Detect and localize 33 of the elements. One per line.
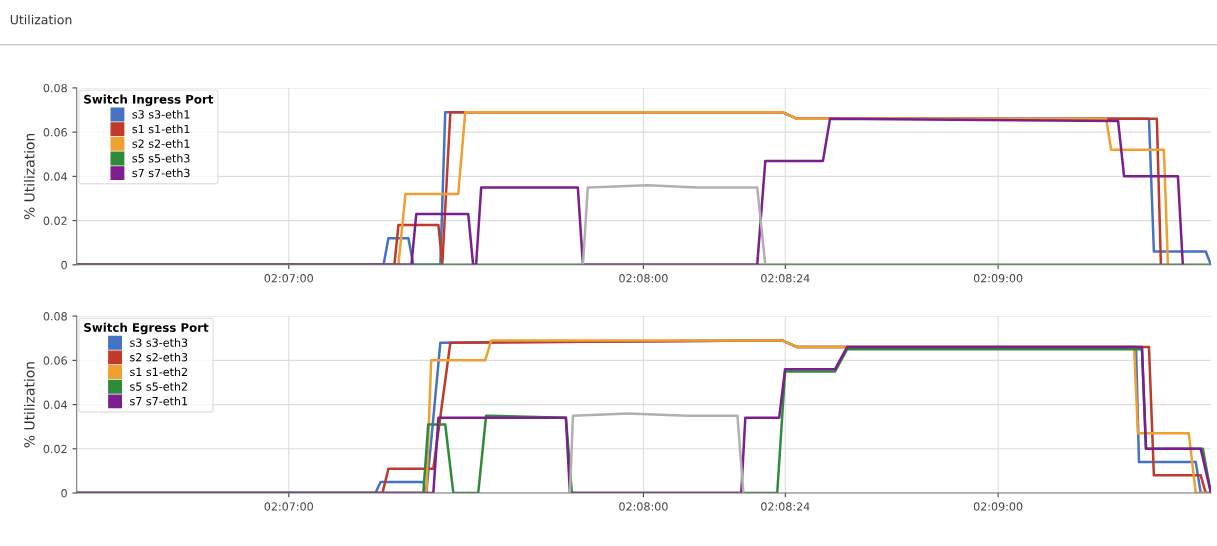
legend-label: s5 s5-eth2 [130,382,187,391]
legend-label: s1 s1-eth1 [132,124,190,134]
x-tick-label: 02:07:00 [264,274,313,283]
x-tick-label: 02:08:00 [619,274,668,283]
y-tick-label: 0 [61,260,67,270]
y-tick-label: 0.06 [43,356,67,365]
x-tick-label: 02:08:24 [761,274,810,283]
legend-title: Switch Egress Port [84,322,209,335]
y-tick-label: 0.04 [43,172,68,181]
legend-label: s1 s1-eth2 [130,367,187,377]
x-tick-label: 02:07:00 [264,502,313,511]
legend-title: Switch Ingress Port [84,94,214,107]
y-tick-label: 0.06 [43,128,67,137]
y-axis-title: % Utilization [23,133,35,220]
legend-label: s5 s5-eth3 [132,153,190,163]
y-axis-title: % Utilization [23,362,35,448]
y-tick-label: 0.02 [43,444,67,454]
legend-label: s3 s3-eth1 [132,109,190,119]
legend-label: s2 s2-eth1 [132,139,190,148]
x-tick-label: 02:08:24 [761,502,810,511]
y-tick-label: 0 [61,489,67,498]
legend-label: s3 s3-eth3 [130,338,188,347]
x-tick-label: 02:08:00 [619,502,668,511]
legend-label: s7 s7-eth1 [130,396,188,406]
legend-label: s7 s7-eth3 [132,168,190,178]
chart-title: Utilization [10,14,72,25]
y-tick-label: 0.04 [43,400,68,409]
y-tick-label: 0.08 [43,83,67,93]
x-tick-label: 02:09:00 [973,502,1023,511]
y-tick-label: 0.02 [43,216,67,225]
legend-label: s2 s2-eth3 [130,352,188,362]
x-tick-label: 02:09:00 [973,274,1023,283]
y-tick-label: 0.08 [43,312,67,321]
